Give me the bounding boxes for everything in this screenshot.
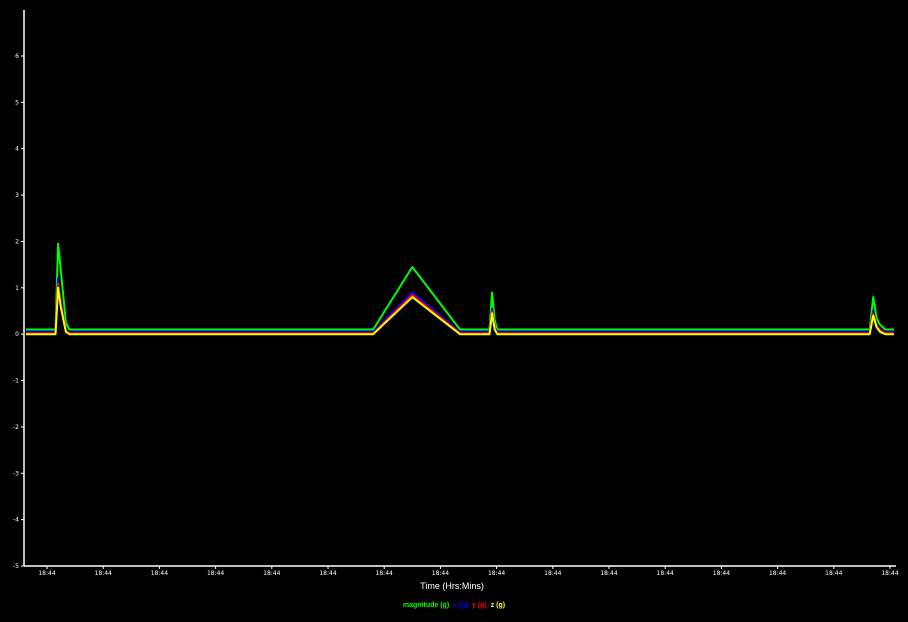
legend: magnitude (g) x (g) y (g) z (g) (0, 602, 908, 609)
x-tick-label: 18:44 (544, 570, 561, 577)
legend-item-magnitude: magnitude (g) (402, 602, 450, 609)
y-tick-label: 3 (15, 192, 19, 199)
x-tick-label: 18:44 (38, 570, 55, 577)
x-tick-label: 18:44 (151, 570, 168, 577)
y-tick-label: -2 (13, 424, 19, 431)
x-tick-label: 18:44 (488, 570, 505, 577)
x-tick-label: 18:44 (432, 570, 449, 577)
legend-item-x: x (g) (453, 602, 468, 609)
x-tick-label: 18:44 (881, 570, 898, 577)
y-tick-label: 5 (15, 99, 19, 106)
x-tick-label: 18:44 (657, 570, 674, 577)
y-tick-label: -3 (13, 470, 19, 477)
x-tick-label: 18:44 (207, 570, 224, 577)
y-tick-label: 2 (15, 238, 19, 245)
y-tick-label: 6 (15, 53, 19, 60)
x-tick-label: 18:44 (263, 570, 280, 577)
x-tick-label: 18:44 (319, 570, 336, 577)
x-tick-label: 18:44 (825, 570, 842, 577)
x-tick-label: 18:44 (713, 570, 730, 577)
series-line-magnitude (26, 242, 894, 331)
y-tick-label: -4 (13, 517, 19, 524)
series-line-z (26, 286, 894, 336)
series-lines (26, 242, 894, 336)
x-tick-label: 18:44 (95, 570, 112, 577)
y-tick-label: 0 (15, 331, 19, 338)
y-tick-label: 1 (15, 285, 19, 292)
x-tick-label: 18:44 (600, 570, 617, 577)
x-tick-label: 18:44 (769, 570, 786, 577)
legend-item-z: z (g) (490, 602, 506, 609)
y-ticks: 6 5 4 3 2 1 0 -1 -2 -3 -4 -5 (13, 53, 24, 570)
x-axis-label: Time (Hrs:Mins) (420, 581, 484, 591)
x-tick-label: 18:44 (376, 570, 393, 577)
y-tick-label: -1 (13, 378, 19, 385)
y-tick-label: 4 (15, 146, 19, 153)
series-line-x (26, 277, 894, 333)
y-tick-label: -5 (13, 563, 19, 570)
x-ticks: 18:44 18:44 18:44 18:44 18:44 18:44 18:44 18:44… (38, 566, 899, 577)
legend-item-y: y (g) (471, 602, 487, 609)
